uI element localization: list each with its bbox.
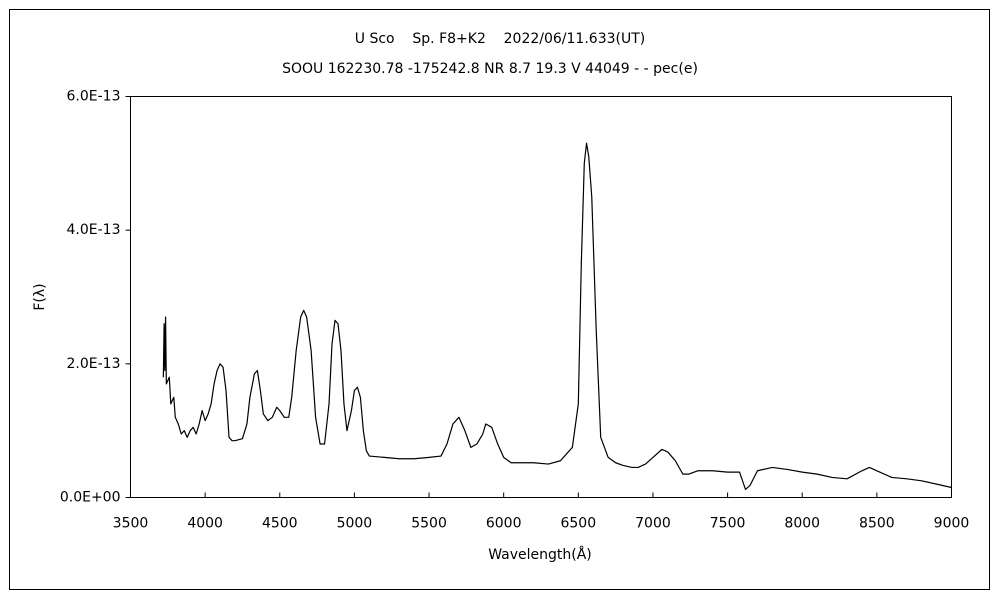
x-tick-label: 6500 (560, 516, 596, 532)
spectrum-line (162, 142, 952, 491)
x-tick-label: 4500 (262, 516, 298, 532)
plot-area (130, 96, 952, 498)
x-tick-label: 6000 (486, 516, 522, 532)
x-tick-label: 9000 (934, 516, 970, 532)
x-tick-label: 5000 (337, 516, 373, 532)
x-tick-label: 3500 (113, 516, 149, 532)
x-tick-label: 8500 (859, 516, 895, 532)
chart-title: U Sco Sp. F8+K2 2022/06/11.633(UT) (355, 31, 646, 47)
y-tick-label: 6.0E-13 (67, 89, 121, 105)
y-tick-label: 0.0E+00 (60, 490, 121, 506)
x-tick-label: 5500 (411, 516, 447, 532)
x-tick-label: 7000 (635, 516, 671, 532)
y-tick-label: 2.0E-13 (67, 356, 121, 372)
x-tick-label: 7500 (710, 516, 746, 532)
chart-subtitle: SOOU 162230.78 -175242.8 NR 8.7 19.3 V 4… (282, 61, 698, 77)
x-axis-label: Wavelength(Å) (488, 546, 592, 563)
x-tick-label: 8000 (784, 516, 820, 532)
y-axis-label: F(λ) (32, 283, 48, 310)
x-tick-label: 4000 (187, 516, 223, 532)
y-tick-label: 4.0E-13 (67, 222, 121, 238)
